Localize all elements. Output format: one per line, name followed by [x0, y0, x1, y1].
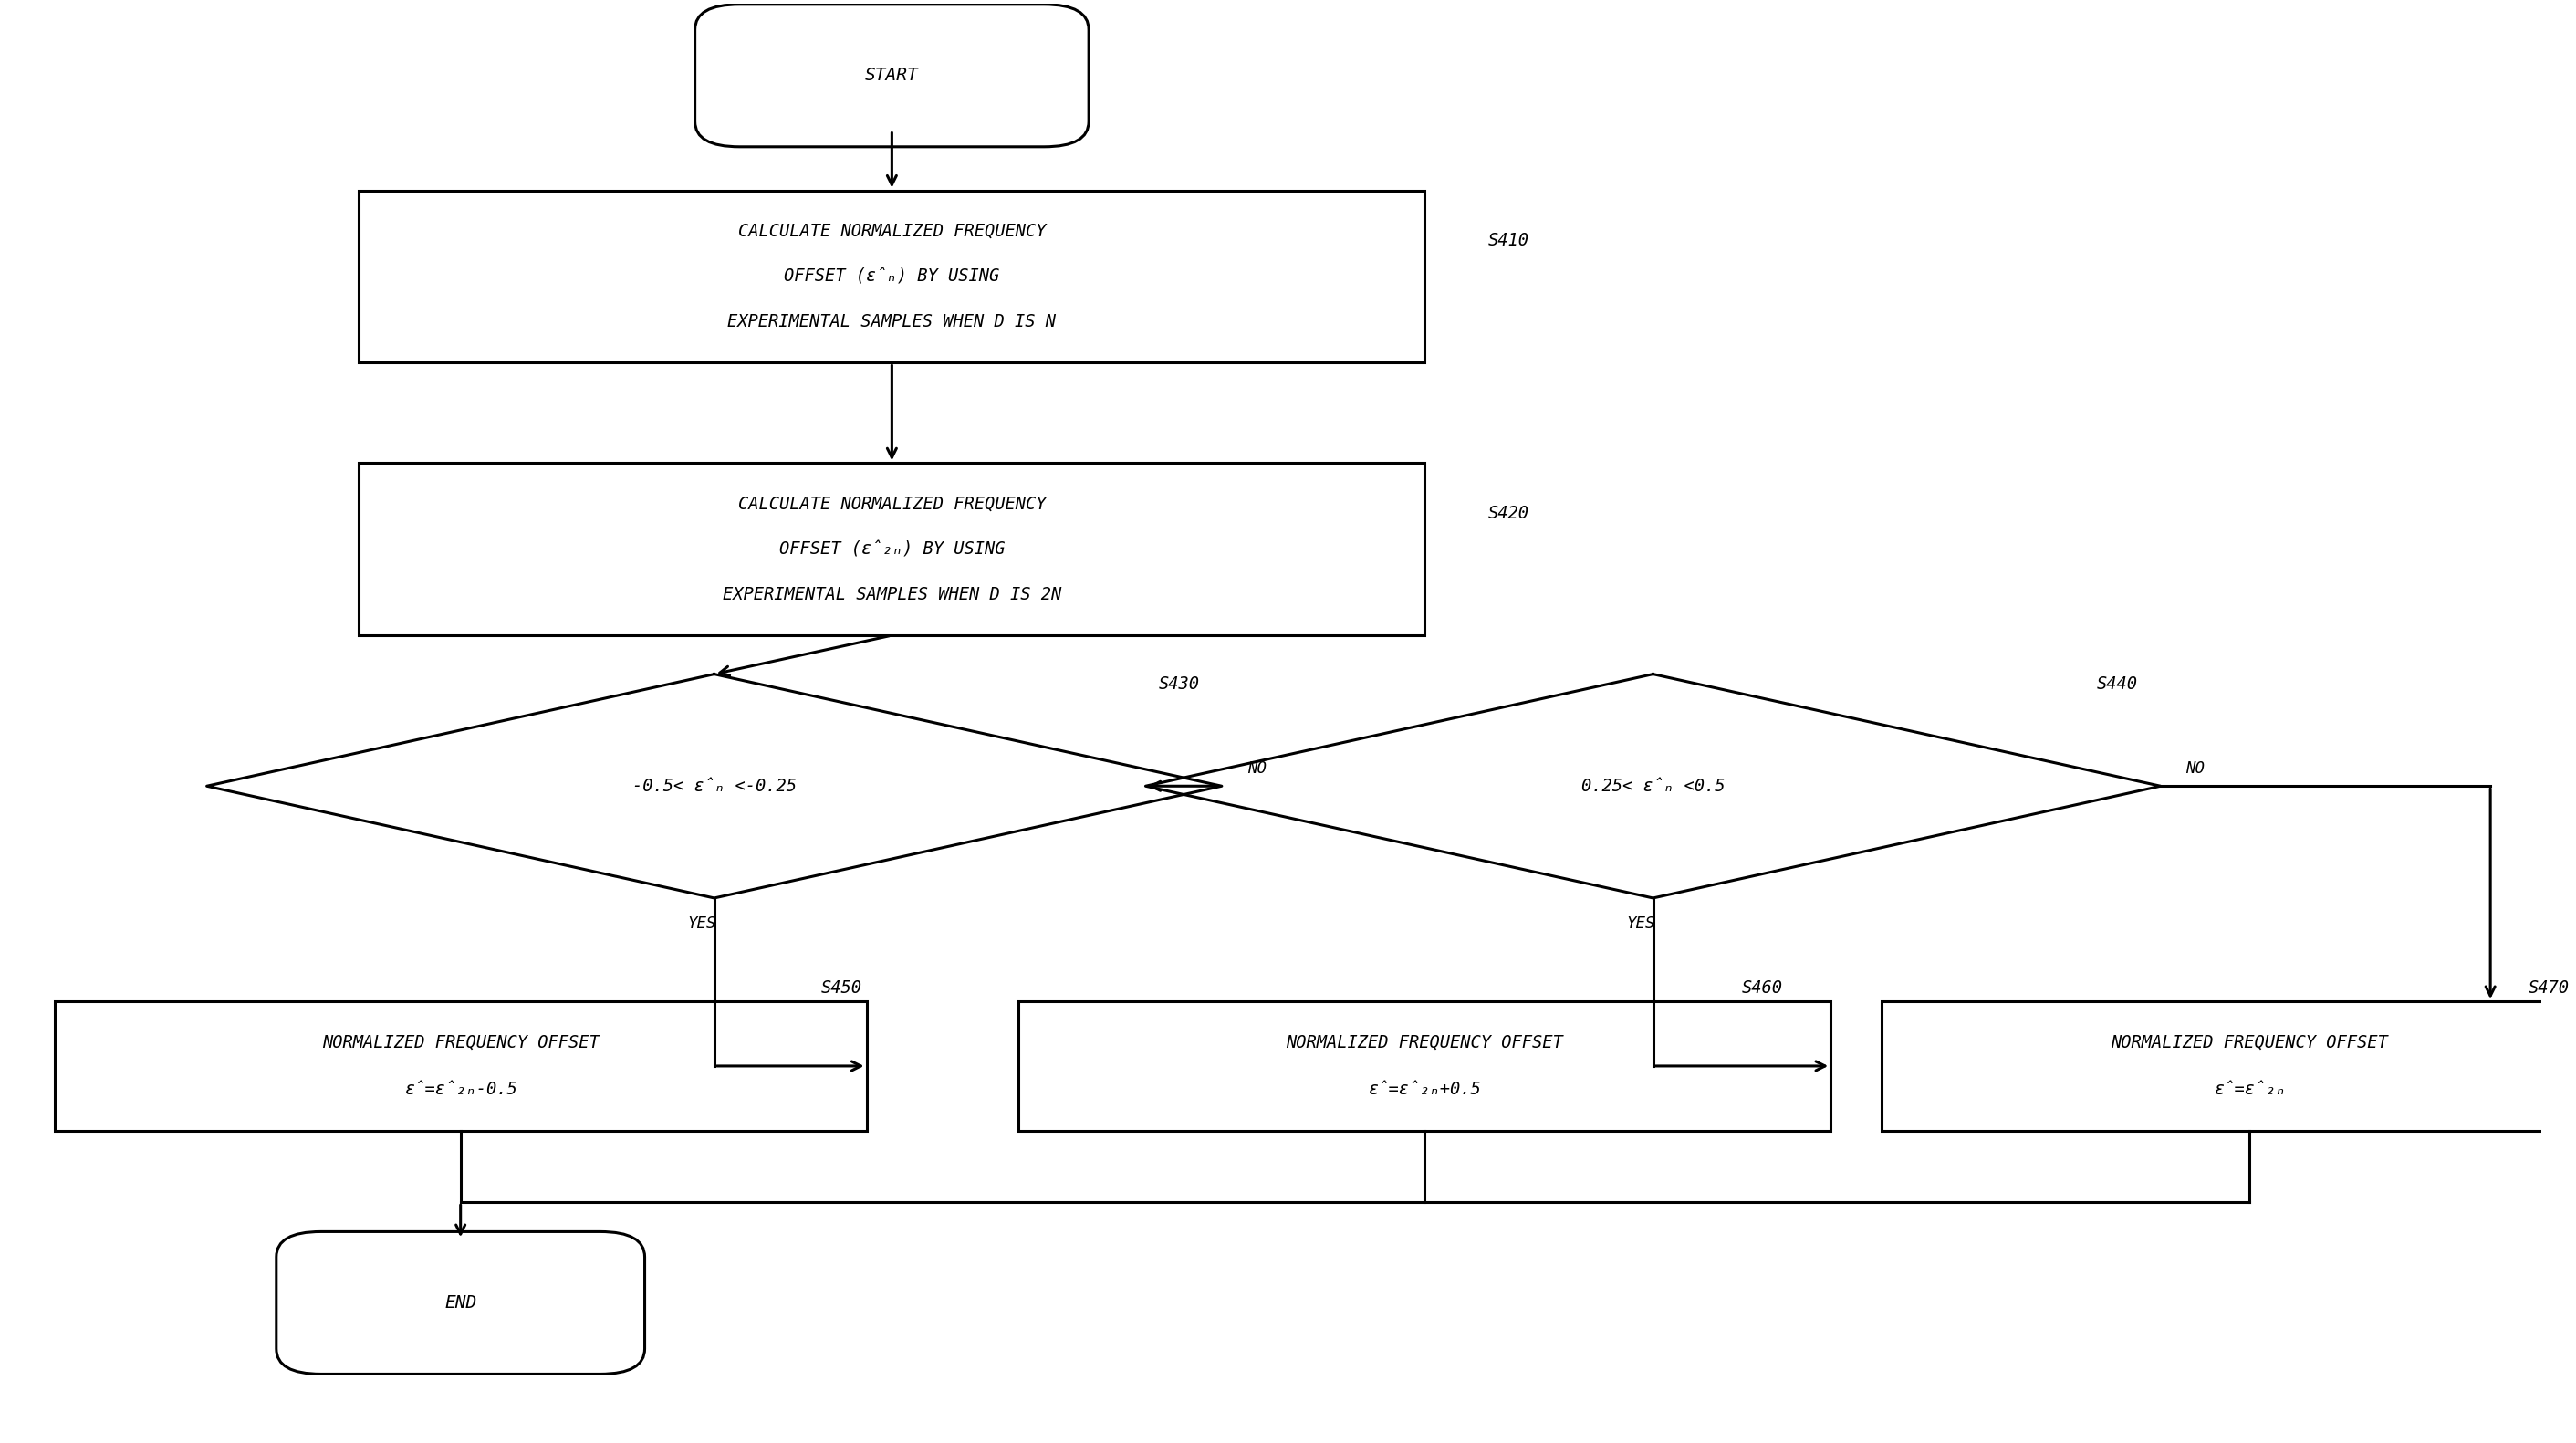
Text: OFFSET (ε̂ₙ) BY USING: OFFSET (ε̂ₙ) BY USING — [783, 268, 999, 286]
Text: S450: S450 — [822, 980, 863, 997]
Text: ε̂=ε̂₂ₙ+0.5: ε̂=ε̂₂ₙ+0.5 — [1368, 1081, 1481, 1098]
Text: NO: NO — [2187, 760, 2205, 778]
Bar — [358, 190, 1425, 362]
Text: ε̂=ε̂₂ₙ: ε̂=ε̂₂ₙ — [2213, 1081, 2285, 1098]
Polygon shape — [206, 674, 1221, 898]
Text: NORMALIZED FREQUENCY OFFSET: NORMALIZED FREQUENCY OFFSET — [322, 1035, 600, 1052]
Text: CALCULATE NORMALIZED FREQUENCY: CALCULATE NORMALIZED FREQUENCY — [737, 495, 1046, 512]
Text: 0.25< ε̂ₙ <0.5: 0.25< ε̂ₙ <0.5 — [1582, 778, 1726, 795]
Text: EXPERIMENTAL SAMPLES WHEN D IS N: EXPERIMENTAL SAMPLES WHEN D IS N — [726, 313, 1056, 330]
Text: END: END — [446, 1294, 477, 1312]
Bar — [1880, 1001, 2576, 1130]
Text: CALCULATE NORMALIZED FREQUENCY: CALCULATE NORMALIZED FREQUENCY — [737, 222, 1046, 240]
Text: EXPERIMENTAL SAMPLES WHEN D IS 2N: EXPERIMENTAL SAMPLES WHEN D IS 2N — [721, 586, 1061, 603]
Text: S460: S460 — [1741, 980, 1783, 997]
Text: S440: S440 — [2097, 675, 2138, 693]
Text: S420: S420 — [1489, 505, 1530, 522]
Text: NORMALIZED FREQUENCY OFFSET: NORMALIZED FREQUENCY OFFSET — [2110, 1035, 2388, 1052]
Text: YES: YES — [688, 915, 716, 932]
Bar — [1018, 1001, 1832, 1130]
Text: YES: YES — [1625, 915, 1654, 932]
Text: ε̂=ε̂₂ₙ-0.5: ε̂=ε̂₂ₙ-0.5 — [404, 1081, 518, 1098]
Polygon shape — [1146, 674, 2161, 898]
FancyBboxPatch shape — [696, 4, 1090, 147]
Bar — [54, 1001, 866, 1130]
Text: OFFSET (ε̂₂ₙ) BY USING: OFFSET (ε̂₂ₙ) BY USING — [778, 541, 1005, 558]
Text: S470: S470 — [2530, 980, 2568, 997]
Text: -0.5< ε̂ₙ <-0.25: -0.5< ε̂ₙ <-0.25 — [631, 778, 796, 795]
FancyBboxPatch shape — [276, 1232, 644, 1374]
Text: S430: S430 — [1159, 675, 1200, 693]
Text: S410: S410 — [1489, 232, 1530, 250]
Text: NO: NO — [1247, 760, 1267, 778]
Text: NORMALIZED FREQUENCY OFFSET: NORMALIZED FREQUENCY OFFSET — [1285, 1035, 1564, 1052]
Bar — [358, 463, 1425, 635]
Text: START: START — [866, 66, 920, 84]
